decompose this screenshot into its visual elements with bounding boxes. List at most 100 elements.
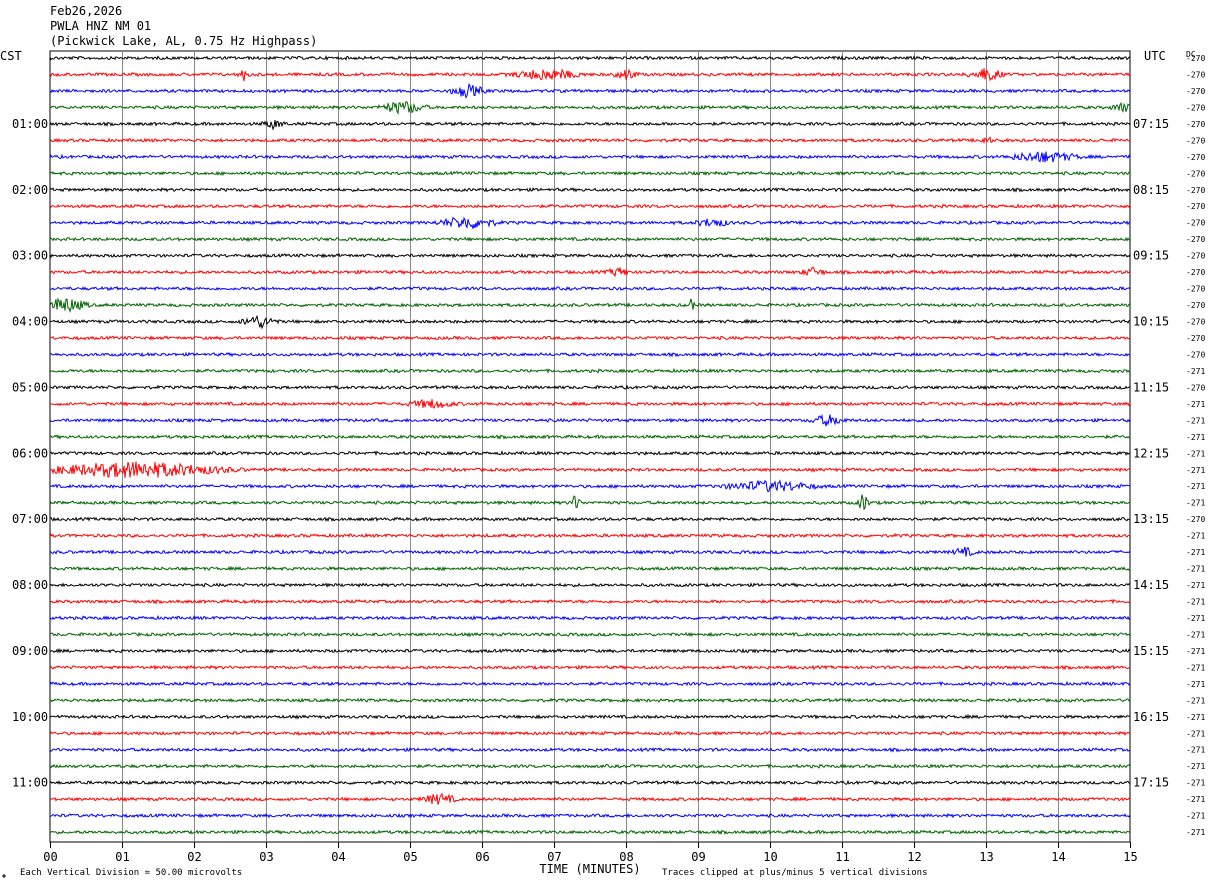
utc-hour-label: 16:15 (1133, 710, 1169, 724)
x-tick-label: 05 (403, 850, 417, 864)
dc-label: DC (1186, 50, 1196, 59)
x-tick-label: 04 (331, 850, 345, 864)
cst-hour-label: 03:00 (12, 249, 48, 263)
trace-row-33 (49, 598, 1131, 605)
trace-row-31 (49, 565, 1131, 572)
dc-offset-label: -271 (1186, 729, 1205, 738)
x-tick-label: 10 (763, 850, 777, 864)
x-tick-label: 07 (547, 850, 561, 864)
plot-frame (49, 50, 1131, 843)
trace-row-38 (49, 680, 1131, 687)
vertical-scale-note: Each Vertical Division = 50.00 microvolt… (20, 868, 242, 878)
utc-hour-label: 10:15 (1133, 315, 1169, 329)
trace-row-5 (49, 136, 1131, 145)
dc-offset-label: -271 (1186, 746, 1205, 755)
trace-row-41 (49, 730, 1131, 737)
cst-hour-label: 10:00 (12, 710, 48, 724)
cst-hour-label: 08:00 (12, 578, 48, 592)
utc-axis-label: UTC (1144, 49, 1166, 63)
trace-row-3 (49, 100, 1131, 116)
utc-hour-label: 08:15 (1133, 183, 1169, 197)
utc-hour-label: 17:15 (1133, 776, 1169, 790)
trace-row-10 (49, 216, 1131, 229)
dc-offset-label: -271 (1186, 449, 1205, 458)
trace-row-7 (50, 170, 1131, 177)
trace-row-0 (49, 54, 1131, 61)
dc-offset-label: -271 (1186, 499, 1205, 508)
dc-offset-label: -271 (1186, 614, 1205, 623)
cst-axis-label: CST (0, 49, 22, 63)
cst-hour-label: 05:00 (12, 380, 48, 394)
utc-hour-label: 11:15 (1133, 380, 1169, 394)
dc-offset-label: -271 (1186, 400, 1205, 409)
x-tick-label: 09 (691, 850, 705, 864)
cst-hour-label: 11:00 (12, 776, 48, 790)
trace-row-13 (49, 266, 1131, 278)
dc-offset-label: -270 (1186, 350, 1205, 359)
dc-offset-label: -271 (1186, 466, 1205, 475)
trace-row-46 (49, 812, 1131, 819)
trace-row-27 (49, 494, 1131, 511)
cst-hour-label: 09:00 (12, 644, 48, 658)
cst-hour-label: 06:00 (12, 446, 48, 460)
dc-offset-label: -271 (1186, 713, 1205, 722)
utc-hour-label: 07:15 (1133, 117, 1169, 131)
trace-row-28 (49, 516, 1131, 523)
corner-mark-icon (2, 874, 6, 878)
trace-row-30 (49, 546, 1131, 557)
trace-row-25 (49, 461, 1131, 479)
dc-offset-label: -270 (1186, 301, 1205, 310)
dc-offset-label: -271 (1186, 696, 1205, 705)
trace-row-43 (49, 763, 1131, 770)
trace-row-32 (49, 582, 1131, 588)
dc-offset-label: -271 (1186, 548, 1205, 557)
utc-hour-label: 15:15 (1133, 644, 1169, 658)
trace-row-1 (49, 68, 1131, 82)
dc-offset-label: -271 (1186, 795, 1205, 804)
trace-row-8 (49, 186, 1131, 193)
utc-hour-label: 14:15 (1133, 578, 1169, 592)
dc-offset-label: -270 (1186, 268, 1205, 277)
dc-offset-label: -270 (1186, 70, 1205, 79)
trace-row-35 (49, 631, 1131, 638)
cst-hour-label: 01:00 (12, 117, 48, 131)
dc-offset-label: -270 (1186, 169, 1205, 178)
dc-offset-label: -270 (1186, 383, 1205, 392)
dc-offset-label: -271 (1186, 532, 1205, 541)
dc-offset-label: -271 (1186, 598, 1205, 607)
dc-offset-label: -270 (1186, 186, 1205, 195)
trace-row-34 (49, 614, 1131, 621)
x-tick-label: 15 (1123, 850, 1137, 864)
dc-offset-label: -270 (1186, 334, 1205, 343)
dc-offset-label: -271 (1186, 482, 1205, 491)
dc-offset-label: -270 (1186, 202, 1205, 211)
dc-offset-label: -271 (1186, 647, 1205, 656)
trace-row-22 (49, 413, 1131, 427)
dc-offset-label: -270 (1186, 515, 1205, 524)
x-tick-label: 08 (619, 850, 633, 864)
trace-row-12 (49, 252, 1131, 259)
dc-offset-label: -271 (1186, 433, 1205, 442)
dc-offset-label: -270 (1186, 136, 1205, 145)
x-axis-label: TIME (MINUTES) (539, 862, 640, 876)
trace-row-17 (49, 335, 1131, 341)
trace-row-9 (49, 203, 1131, 210)
dc-offset-label: -271 (1186, 630, 1205, 639)
trace-row-26 (49, 479, 1131, 493)
trace-row-19 (49, 367, 1131, 374)
dc-offset-label: -271 (1186, 565, 1205, 574)
trace-row-18 (49, 351, 1131, 358)
dc-offset-label: -271 (1186, 367, 1205, 376)
dc-offset-label: -271 (1186, 663, 1205, 672)
trace-row-2 (49, 83, 1131, 99)
dc-offset-label: -271 (1186, 812, 1205, 821)
x-tick-label: 06 (475, 850, 489, 864)
trace-row-14 (49, 285, 1131, 292)
dc-offset-label: -271 (1186, 828, 1205, 837)
dc-offset-label: -270 (1186, 120, 1205, 129)
utc-hour-label: 12:15 (1133, 446, 1169, 460)
x-tick-label: 12 (907, 850, 921, 864)
dc-offset-label: -270 (1186, 235, 1205, 244)
trace-row-20 (49, 384, 1131, 391)
trace-row-21 (49, 398, 1131, 409)
